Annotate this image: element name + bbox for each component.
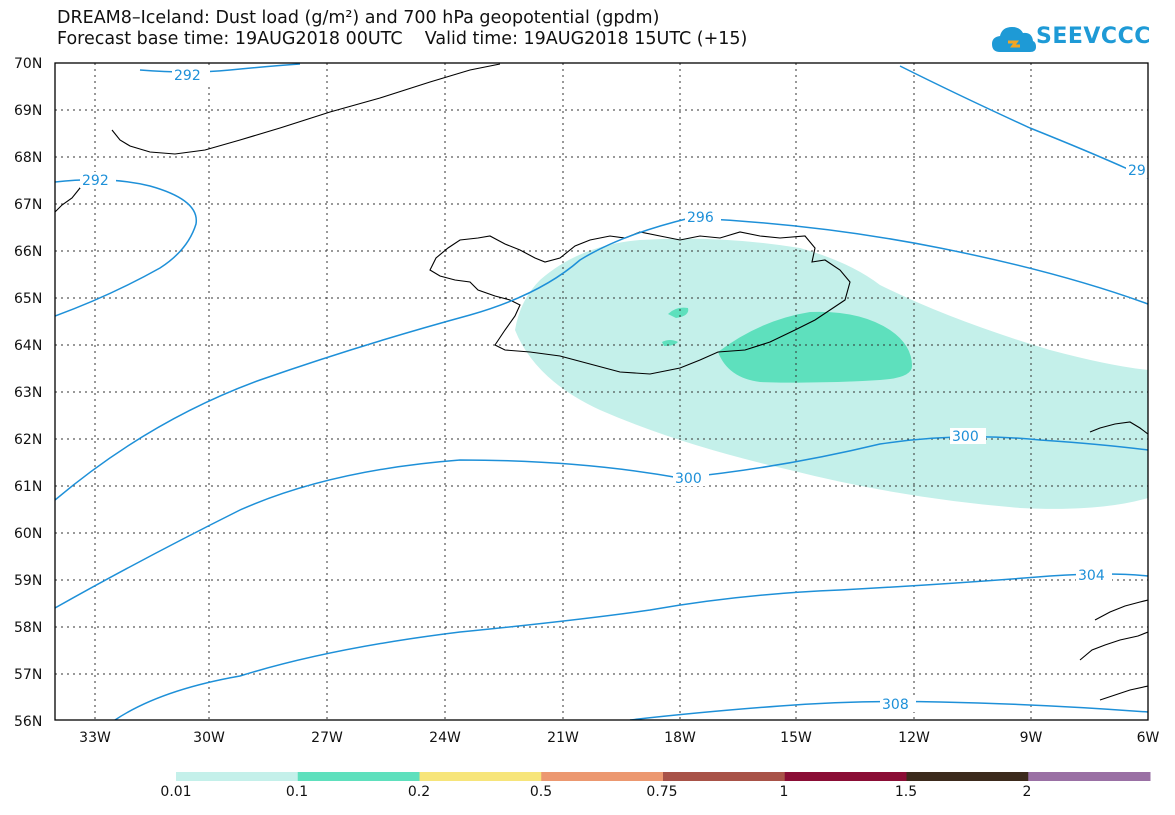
colorbar-swatch	[784, 772, 907, 781]
latitude-labels: 70N 69N 68N 67N 66N 65N 64N 63N 62N 61N …	[14, 56, 42, 730]
contour-label-300-right: 300	[952, 429, 979, 445]
svg-text:65N: 65N	[14, 291, 42, 307]
contour-label-29: 29	[1128, 163, 1146, 179]
contour-292-left	[55, 179, 197, 317]
contour-300	[55, 436, 1148, 609]
svg-text:63N: 63N	[14, 385, 42, 401]
colorbar-label: 0.2	[407, 784, 431, 800]
map-title: DREAM8–Iceland: Dust load (g/m²) and 700…	[57, 8, 660, 28]
colorbar	[176, 772, 1151, 781]
colorbar-label: 1.5	[894, 784, 918, 800]
colorbar-swatch	[663, 772, 786, 781]
colorbar-swatch	[541, 772, 664, 781]
map-subtitle: Forecast base time: 19AUG2018 00UTC Vali…	[57, 29, 748, 49]
logo-text: SEEVCCC	[1036, 24, 1151, 49]
contour-labels: 292 292 29 296 300 300 304 308	[80, 67, 1148, 713]
contour-label-292-top: 292	[174, 68, 201, 84]
gridlines	[55, 63, 1148, 720]
svg-text:12W: 12W	[898, 730, 930, 746]
cloud-logo-icon	[992, 27, 1036, 52]
colorbar-swatch	[419, 772, 542, 781]
svg-text:57N: 57N	[14, 667, 42, 683]
contour-label-304: 304	[1078, 568, 1105, 584]
dust-area-mid-small	[668, 307, 689, 318]
map-frame	[54, 62, 1149, 721]
svg-text:70N: 70N	[14, 56, 42, 72]
svg-text:9W: 9W	[1020, 730, 1043, 746]
svg-text:62N: 62N	[14, 432, 42, 448]
svg-text:59N: 59N	[14, 573, 42, 589]
coastline-scotland	[1079, 599, 1148, 701]
contour-308	[629, 700, 1148, 720]
colorbar-swatch	[297, 772, 420, 781]
contour-label-296: 296	[687, 210, 714, 226]
colorbar-swatch	[176, 772, 299, 781]
svg-text:21W: 21W	[547, 730, 579, 746]
svg-text:67N: 67N	[14, 197, 42, 213]
colorbar-label: 0.1	[285, 784, 309, 800]
colorbar-label: 0.5	[529, 784, 553, 800]
svg-text:69N: 69N	[14, 103, 42, 119]
contour-296	[55, 217, 1148, 501]
colorbar-label: 1	[779, 784, 789, 800]
coastline-faroes	[1089, 421, 1148, 435]
svg-text:18W: 18W	[664, 730, 696, 746]
contour-304	[114, 573, 1148, 720]
coastline-greenland	[111, 63, 501, 155]
colorbar-label: 2	[1022, 784, 1032, 800]
svg-text:64N: 64N	[14, 338, 42, 354]
svg-text:56N: 56N	[14, 714, 42, 730]
svg-text:58N: 58N	[14, 620, 42, 636]
svg-text:61N: 61N	[14, 479, 42, 495]
longitude-labels: 33W 30W 27W 24W 21W 18W 15W 12W 9W 6W	[79, 730, 1159, 746]
colorbar-swatch	[906, 772, 1029, 781]
dust-area-mid	[718, 311, 912, 383]
svg-text:60N: 60N	[14, 526, 42, 542]
svg-text:27W: 27W	[311, 730, 343, 746]
contour-292-top	[139, 63, 301, 73]
svg-text:6W: 6W	[1137, 730, 1160, 746]
contour-29-right	[899, 65, 1148, 179]
colorbar-label: 0.01	[160, 784, 192, 800]
svg-text:68N: 68N	[14, 150, 42, 166]
coastline-iceland	[429, 231, 851, 375]
contour-label-308: 308	[882, 697, 909, 713]
contour-label-292-left: 292	[82, 173, 109, 189]
geopotential-contours	[55, 63, 1148, 720]
svg-text:24W: 24W	[429, 730, 461, 746]
dust-area-mid-tiny	[662, 340, 678, 346]
contour-label-300-mid: 300	[675, 471, 702, 487]
colorbar-swatch	[1028, 772, 1151, 781]
colorbar-label: 0.75	[646, 784, 678, 800]
svg-text:66N: 66N	[14, 244, 42, 260]
svg-text:15W: 15W	[780, 730, 812, 746]
coastline	[55, 63, 1148, 701]
svg-text:30W: 30W	[193, 730, 225, 746]
svg-text:33W: 33W	[79, 730, 111, 746]
